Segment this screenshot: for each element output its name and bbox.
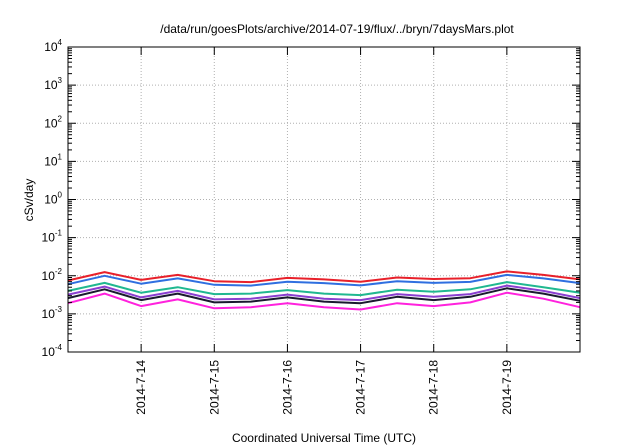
series-line-1 (67, 270, 581, 284)
y-axis-label: cSv/day (22, 179, 36, 222)
series-line-3 (67, 281, 581, 297)
y-tick-label: 10-3 (42, 305, 63, 321)
series-line-4 (67, 284, 581, 302)
y-tick-label: 10-2 (42, 267, 63, 283)
x-tick-label: 2014-7-17 (354, 360, 368, 415)
series-line-6 (67, 291, 581, 311)
x-tick-label: 2014-7-18 (427, 360, 441, 415)
series-line-5 (67, 287, 581, 305)
x-tick-labels: 2014-7-14 2014-7-15 2014-7-16 2014-7-17 2014… (134, 360, 514, 415)
y-tick-label: 101 (44, 152, 62, 168)
grid (68, 47, 580, 352)
y-tick-label: 100 (44, 191, 62, 207)
series-line-2 (67, 273, 581, 287)
x-tick-label: 2014-7-16 (280, 360, 294, 415)
x-tick-label: 2014-7-19 (500, 360, 514, 415)
y-tick-label: 103 (44, 76, 62, 92)
chart-title: /data/run/goesPlots/archive/2014-07-19/f… (160, 22, 514, 36)
x-axis-label: Coordinated Universal Time (UTC) (232, 431, 416, 445)
y-tick-label: 102 (44, 114, 62, 130)
y-tick-label: 10-4 (42, 343, 63, 359)
y-tick-labels: 10-4 10-3 10-2 10-1 100 101 102 103 104 (42, 38, 63, 359)
x-tick-label: 2014-7-15 (207, 360, 221, 415)
y-tick-label: 104 (44, 38, 62, 54)
y-tick-label: 10-1 (42, 229, 63, 245)
x-tick-label: 2014-7-14 (134, 360, 148, 415)
ticks (68, 46, 580, 353)
series-layer (67, 270, 581, 311)
